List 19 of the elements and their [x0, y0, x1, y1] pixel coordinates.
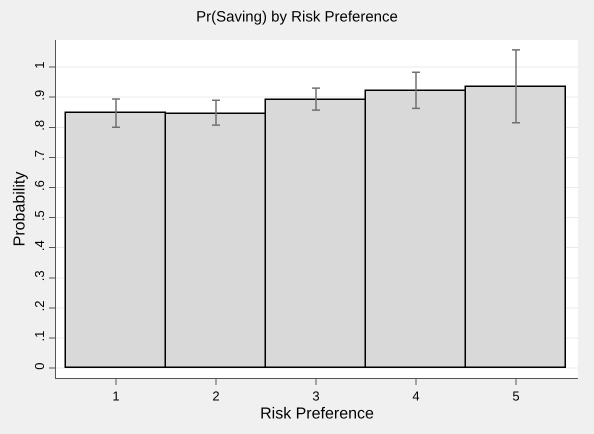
x-tick-label: 3 — [312, 388, 320, 404]
y-tick-label: .4 — [32, 240, 47, 252]
x-tick-label: 4 — [412, 388, 420, 404]
y-tick-label: 0 — [32, 362, 47, 370]
x-tick-label: 2 — [212, 388, 220, 404]
x-tick-label: 1 — [112, 388, 120, 404]
y-tick-label: .3 — [32, 270, 47, 282]
y-tick-label: .8 — [32, 120, 47, 131]
y-axis-title: Probability — [12, 172, 29, 246]
y-tick-label: .5 — [32, 210, 47, 222]
y-tick-label: .6 — [32, 180, 47, 191]
y-tick-label: .1 — [32, 330, 47, 342]
y-tick-label: 1 — [32, 62, 47, 69]
y-tick-label: .2 — [32, 300, 47, 312]
chart-title: Pr(Saving) by Risk Preference — [196, 8, 398, 26]
x-axis-title: Risk Preference — [260, 405, 374, 422]
x-tick-label: 5 — [512, 388, 520, 404]
y-tick-label: .9 — [32, 90, 47, 101]
y-tick-label: .7 — [32, 150, 47, 161]
